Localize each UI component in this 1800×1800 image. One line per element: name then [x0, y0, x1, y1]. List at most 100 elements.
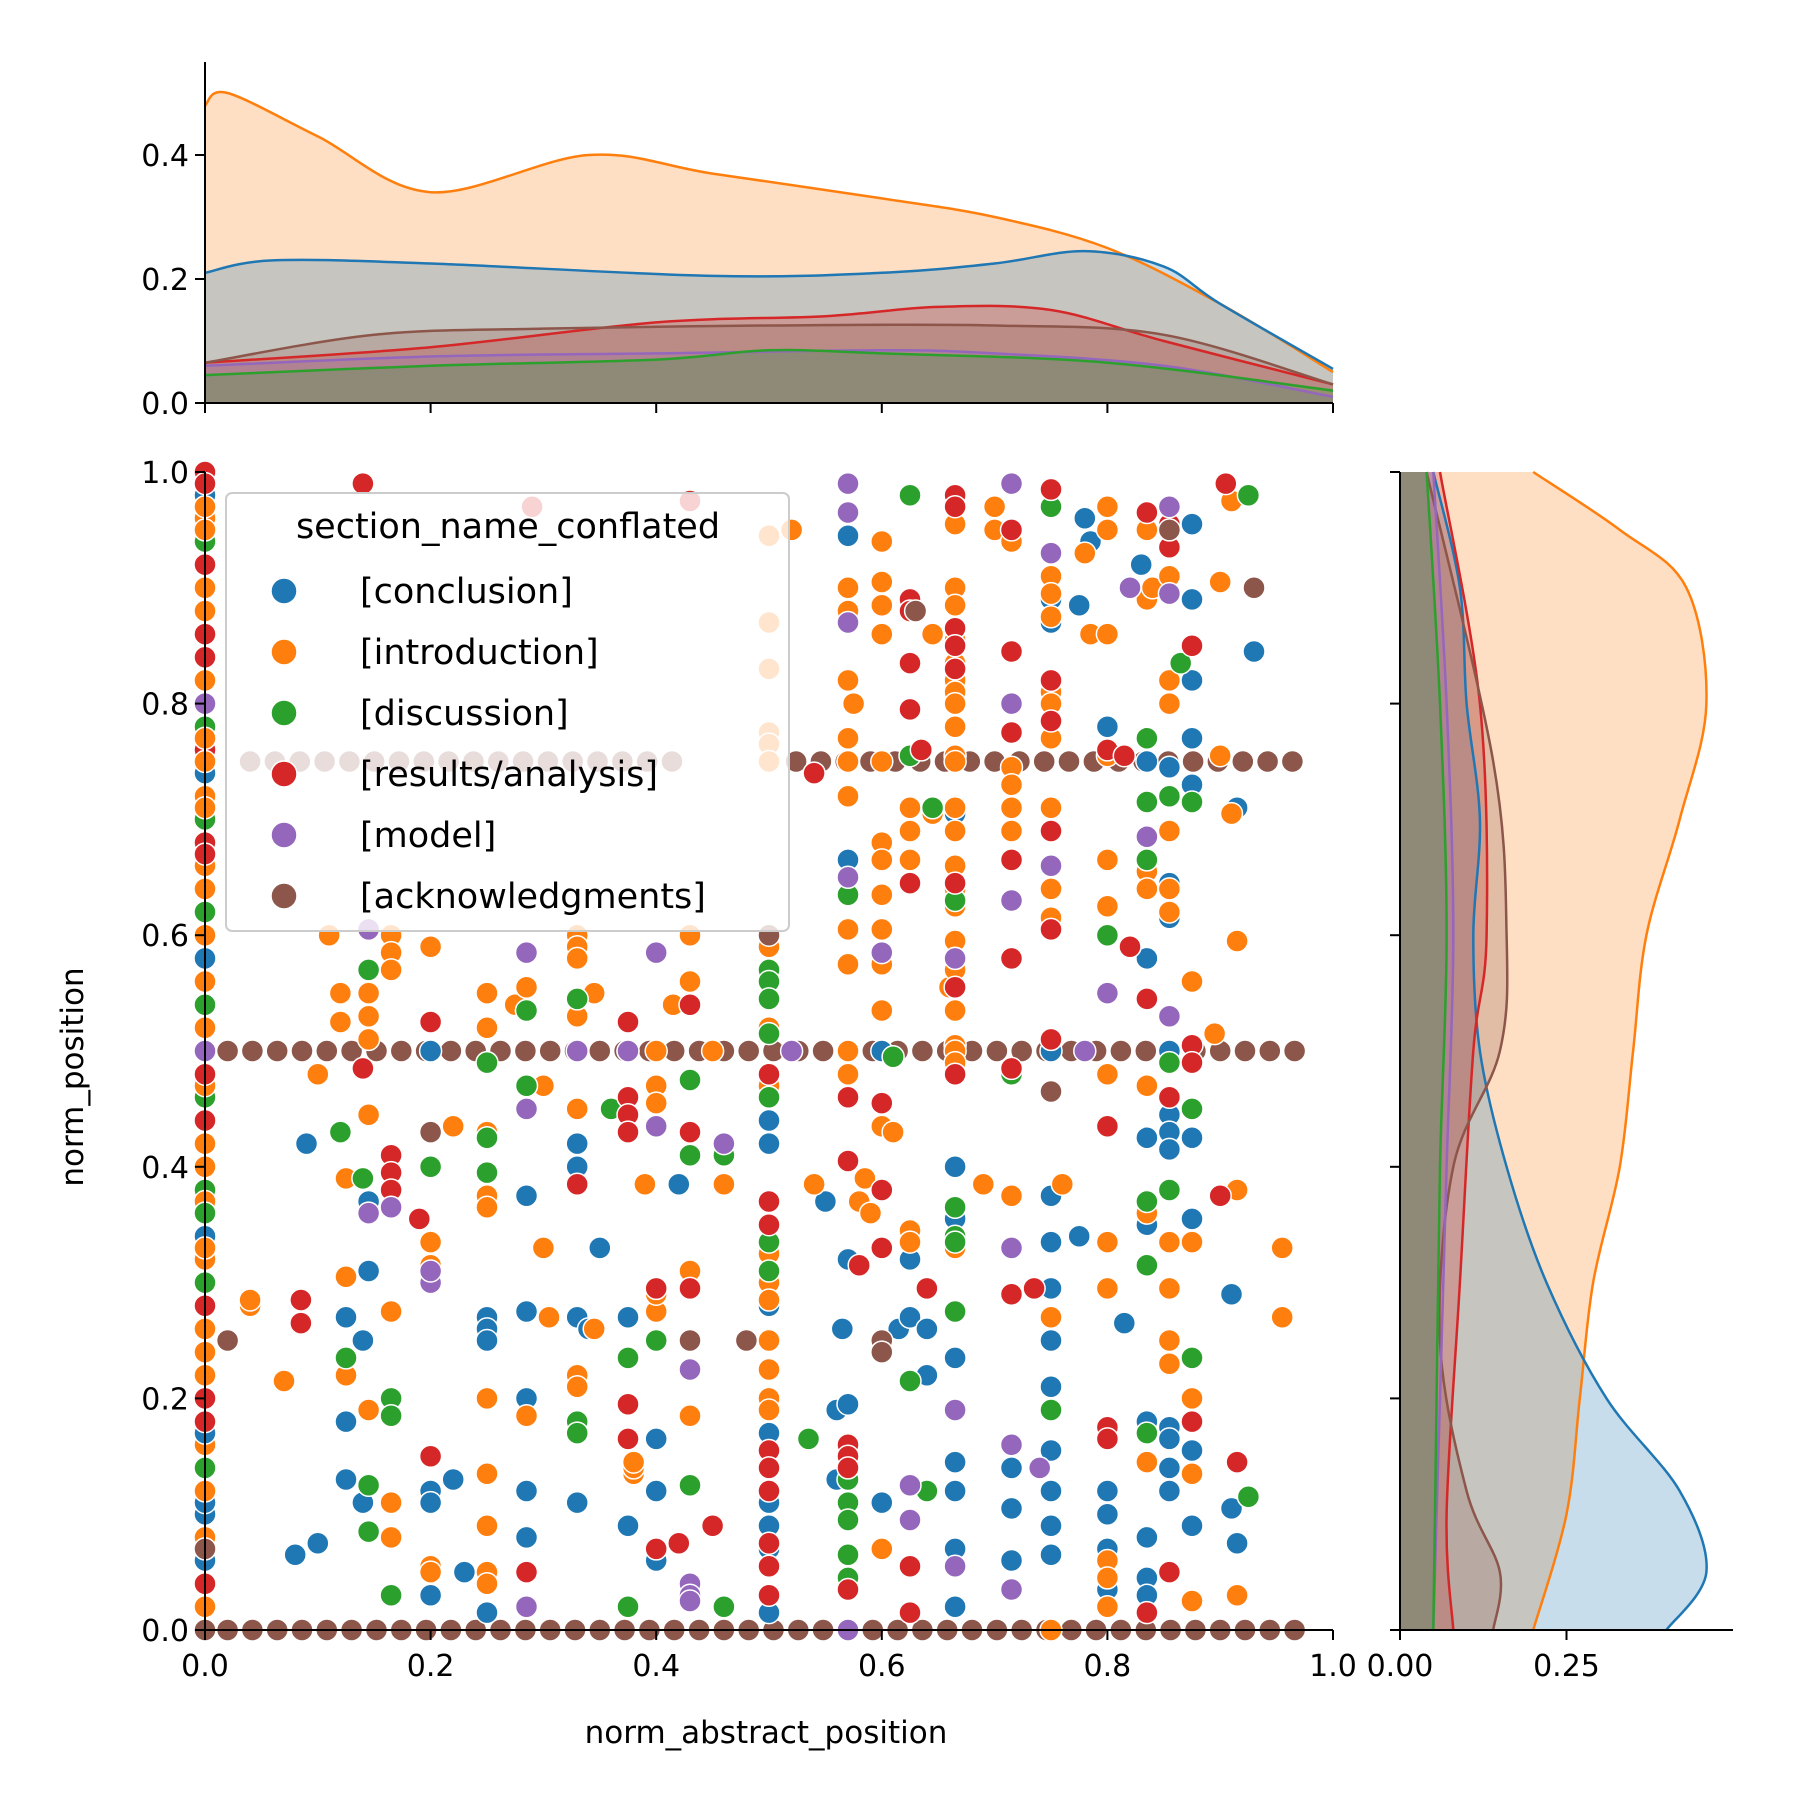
legend-label-acknowledgments: [acknowledgments]: [360, 877, 706, 917]
scatter-point-conclusion: [306, 1531, 330, 1555]
scatter-point-introduction: [565, 1375, 589, 1399]
scatter-point-conclusion: [1180, 1438, 1204, 1463]
scatter-point-introduction: [1039, 1305, 1063, 1330]
scatter-point-results-analysis: [1039, 477, 1063, 502]
scatter-point-introduction: [1270, 1236, 1294, 1260]
scatter-point-introduction: [870, 998, 894, 1023]
scatter-point-introduction: [1202, 1021, 1227, 1046]
scatter-point-results-analysis: [836, 1085, 860, 1110]
scatter-point-discussion: [644, 1328, 668, 1353]
scatter-point-results-analysis: [757, 1062, 781, 1086]
scatter-point-discussion: [1157, 1178, 1182, 1202]
scatter-point-conclusion: [1157, 755, 1182, 780]
scatter-point-introduction: [1225, 929, 1249, 953]
scatter-point-conclusion: [870, 1490, 894, 1515]
scatter-point-results-analysis: [1022, 1276, 1046, 1301]
scatter-point-model: [1039, 541, 1063, 565]
scatter-point-introduction: [1219, 801, 1244, 826]
scatter-point-model: [644, 940, 668, 965]
legend: section_name_conflated [conclusion] [intr…: [225, 492, 790, 932]
scatter-point-discussion: [356, 1519, 381, 1544]
scatter-point-introduction: [836, 576, 860, 600]
scatter-point-conclusion: [1039, 1328, 1063, 1353]
scatter-point-results-analysis: [943, 975, 967, 1000]
scatter-point-introduction: [971, 1172, 996, 1196]
scatter-point-introduction: [328, 981, 353, 1005]
scatter-point-introduction: [537, 1305, 561, 1330]
right-marginal-axes: 0.00 0.25: [1367, 471, 1733, 1684]
scatter-point-conclusion: [475, 1328, 499, 1353]
scatter-point-results-analysis: [999, 639, 1024, 664]
legend-marker-conclusion: [270, 577, 298, 605]
scatter-point-introduction: [870, 749, 894, 774]
scatter-point-model: [1118, 576, 1142, 600]
x-tick-label: 0.8: [1084, 1649, 1132, 1684]
scatter-point-acknowledgments: [1181, 749, 1205, 774]
scatter-point-discussion: [836, 1508, 860, 1532]
scatter-point-results-analysis: [898, 1600, 922, 1625]
scatter-point-introduction: [418, 1230, 443, 1254]
scatter-point-conclusion: [1157, 1427, 1182, 1451]
scatter-point-conclusion: [1180, 1207, 1204, 1231]
scatter-point-introduction: [475, 1016, 499, 1040]
scatter-point-conclusion: [999, 1456, 1024, 1480]
scatter-point-results-analysis: [1039, 917, 1063, 942]
right-kde-fill-conclusion: [1400, 472, 1707, 1630]
scatter-point-results-analysis: [1039, 819, 1063, 843]
scatter-point-conclusion: [1219, 1496, 1244, 1521]
scatter-point-results-analysis: [943, 657, 967, 681]
scatter-point-conclusion: [1242, 639, 1266, 664]
scatter-point-introduction: [1157, 691, 1182, 716]
scatter-point-conclusion: [616, 1514, 640, 1538]
scatter-point-conclusion: [1095, 1502, 1120, 1526]
scatter-point-model: [616, 1039, 640, 1063]
scatter-point-conclusion: [943, 1479, 967, 1503]
scatter-point-model: [999, 888, 1024, 913]
scatter-point-introduction: [1180, 1589, 1204, 1613]
scatter-point-model: [999, 1577, 1024, 1602]
right-kde-line-acknowledgments: [1425, 471, 1509, 1631]
scatter-point-conclusion: [475, 1600, 499, 1625]
scatter-point-conclusion: [1135, 1126, 1159, 1150]
scatter-point-introduction: [943, 715, 967, 739]
scatter-point-conclusion: [915, 1317, 939, 1341]
scatter-point-results-analysis: [999, 518, 1024, 542]
top-kde-fill-discussion: [205, 350, 1333, 403]
scatter-point-acknowledgments: [985, 1039, 1009, 1063]
scatter-point-discussion: [1157, 784, 1182, 808]
right-x-tick-label: 0.25: [1533, 1649, 1600, 1684]
scatter-point-acknowledgments: [870, 1340, 894, 1364]
scatter-point-discussion: [757, 1259, 781, 1283]
scatter-point-conclusion: [757, 1108, 781, 1133]
scatter-point-acknowledgments: [1255, 749, 1280, 774]
scatter-point-introduction: [475, 981, 499, 1005]
scatter-point-results-analysis: [1039, 709, 1063, 733]
scatter-point-introduction: [475, 1386, 499, 1411]
scatter-point-introduction: [621, 1450, 646, 1474]
scatter-point-acknowledgments: [215, 1328, 240, 1353]
scatter-point-acknowledgments: [1057, 749, 1081, 774]
scatter-point-results-analysis: [1157, 1085, 1182, 1110]
scatter-point-results-analysis: [644, 1276, 668, 1301]
scatter-point-introduction: [272, 1369, 296, 1393]
scatter-point-introduction: [870, 917, 894, 942]
scatter-point-introduction: [356, 1102, 381, 1127]
scatter-point-discussion: [565, 987, 589, 1011]
scatter-point-introduction: [757, 1357, 781, 1382]
scatter-point-results-analysis: [999, 946, 1024, 971]
scatter-point-introduction: [1270, 1305, 1294, 1330]
scatter-point-conclusion: [1073, 506, 1097, 531]
legend-label-conclusion: [conclusion]: [360, 572, 573, 612]
scatter-point-introduction: [757, 1288, 781, 1312]
scatter-point-introduction: [943, 593, 967, 617]
scatter-point-conclusion: [514, 1479, 539, 1503]
scatter-point-model: [999, 691, 1024, 716]
scatter-point-discussion: [1236, 483, 1261, 507]
top-kde-line-discussion: [204, 348, 1334, 392]
scatter-point-introduction: [1095, 1566, 1120, 1590]
scatter-point-discussion: [616, 1346, 640, 1370]
scatter-point-discussion: [334, 1346, 358, 1370]
right-kde-fill-introduction: [1400, 472, 1707, 1630]
scatter-point-results-analysis: [943, 494, 967, 519]
